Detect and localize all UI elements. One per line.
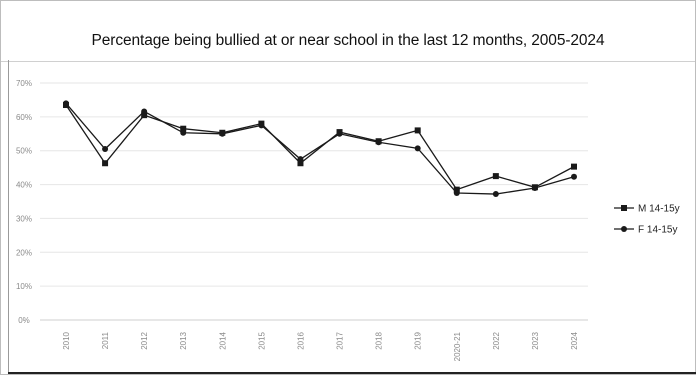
y-tick-label: 60%: [16, 113, 32, 122]
data-point-circle: [492, 191, 499, 198]
x-tick-label: 2012: [140, 331, 149, 349]
data-point-circle: [102, 146, 109, 153]
data-point-circle: [63, 100, 69, 107]
legend-label: M 14-15y: [638, 204, 680, 215]
data-point-circle: [336, 130, 343, 137]
y-tick-label: 30%: [16, 214, 32, 223]
series-line-1: [65, 102, 575, 195]
x-tick-label: 2014: [218, 331, 227, 349]
x-tick-label: 2018: [375, 331, 384, 349]
data-point-square: [571, 163, 577, 170]
y-tick-label: 10%: [16, 282, 32, 291]
y-tick-label: 20%: [16, 248, 32, 257]
chart-title: Percentage being bullied at or near scho…: [91, 32, 605, 49]
data-point-square: [102, 160, 109, 167]
y-tick-label: 70%: [16, 79, 32, 88]
series-line-0: [65, 104, 575, 191]
data-point-circle: [453, 190, 460, 197]
data-point-circle: [531, 184, 538, 191]
x-tick-label: 2023: [531, 331, 540, 349]
x-tick-label: 2017: [336, 331, 345, 349]
data-point-square: [453, 186, 460, 193]
legend-marker-square: [621, 205, 627, 211]
data-point-circle: [297, 156, 304, 163]
data-point-circle: [141, 108, 148, 115]
x-tick-label: 2019: [414, 331, 423, 349]
x-tick-label: 2024: [570, 331, 579, 349]
data-point-square: [492, 173, 499, 180]
bottom-rule: [8, 372, 696, 374]
x-tick-label: 2010: [62, 331, 71, 349]
legend-label: F 14-15y: [638, 225, 677, 236]
y-tick-label: 0%: [18, 316, 30, 325]
data-point-circle: [571, 173, 577, 180]
data-point-circle: [375, 139, 382, 146]
data-point-square: [414, 127, 421, 134]
plot-left-edge: [8, 60, 9, 373]
y-tick-label: 40%: [16, 181, 32, 190]
legend-marker-circle: [621, 226, 627, 232]
data-point-square: [297, 160, 304, 167]
data-point-circle: [180, 129, 187, 136]
chart-header: Percentage being bullied at or near scho…: [1, 1, 695, 62]
x-tick-label: 2020-21: [453, 331, 462, 361]
y-tick-label: 50%: [16, 147, 32, 156]
x-tick-label: 2013: [179, 331, 188, 349]
data-point-circle: [219, 130, 226, 137]
x-tick-label: 2016: [296, 331, 305, 349]
x-tick-label: 2022: [492, 331, 501, 349]
x-tick-label: 2015: [257, 331, 266, 349]
data-point-square: [141, 112, 148, 119]
data-point-square: [180, 125, 187, 132]
data-point-circle: [258, 122, 265, 129]
chart-frame: Percentage being bullied at or near scho…: [0, 0, 696, 375]
data-point-circle: [414, 145, 421, 152]
x-tick-label: 2011: [101, 331, 110, 349]
